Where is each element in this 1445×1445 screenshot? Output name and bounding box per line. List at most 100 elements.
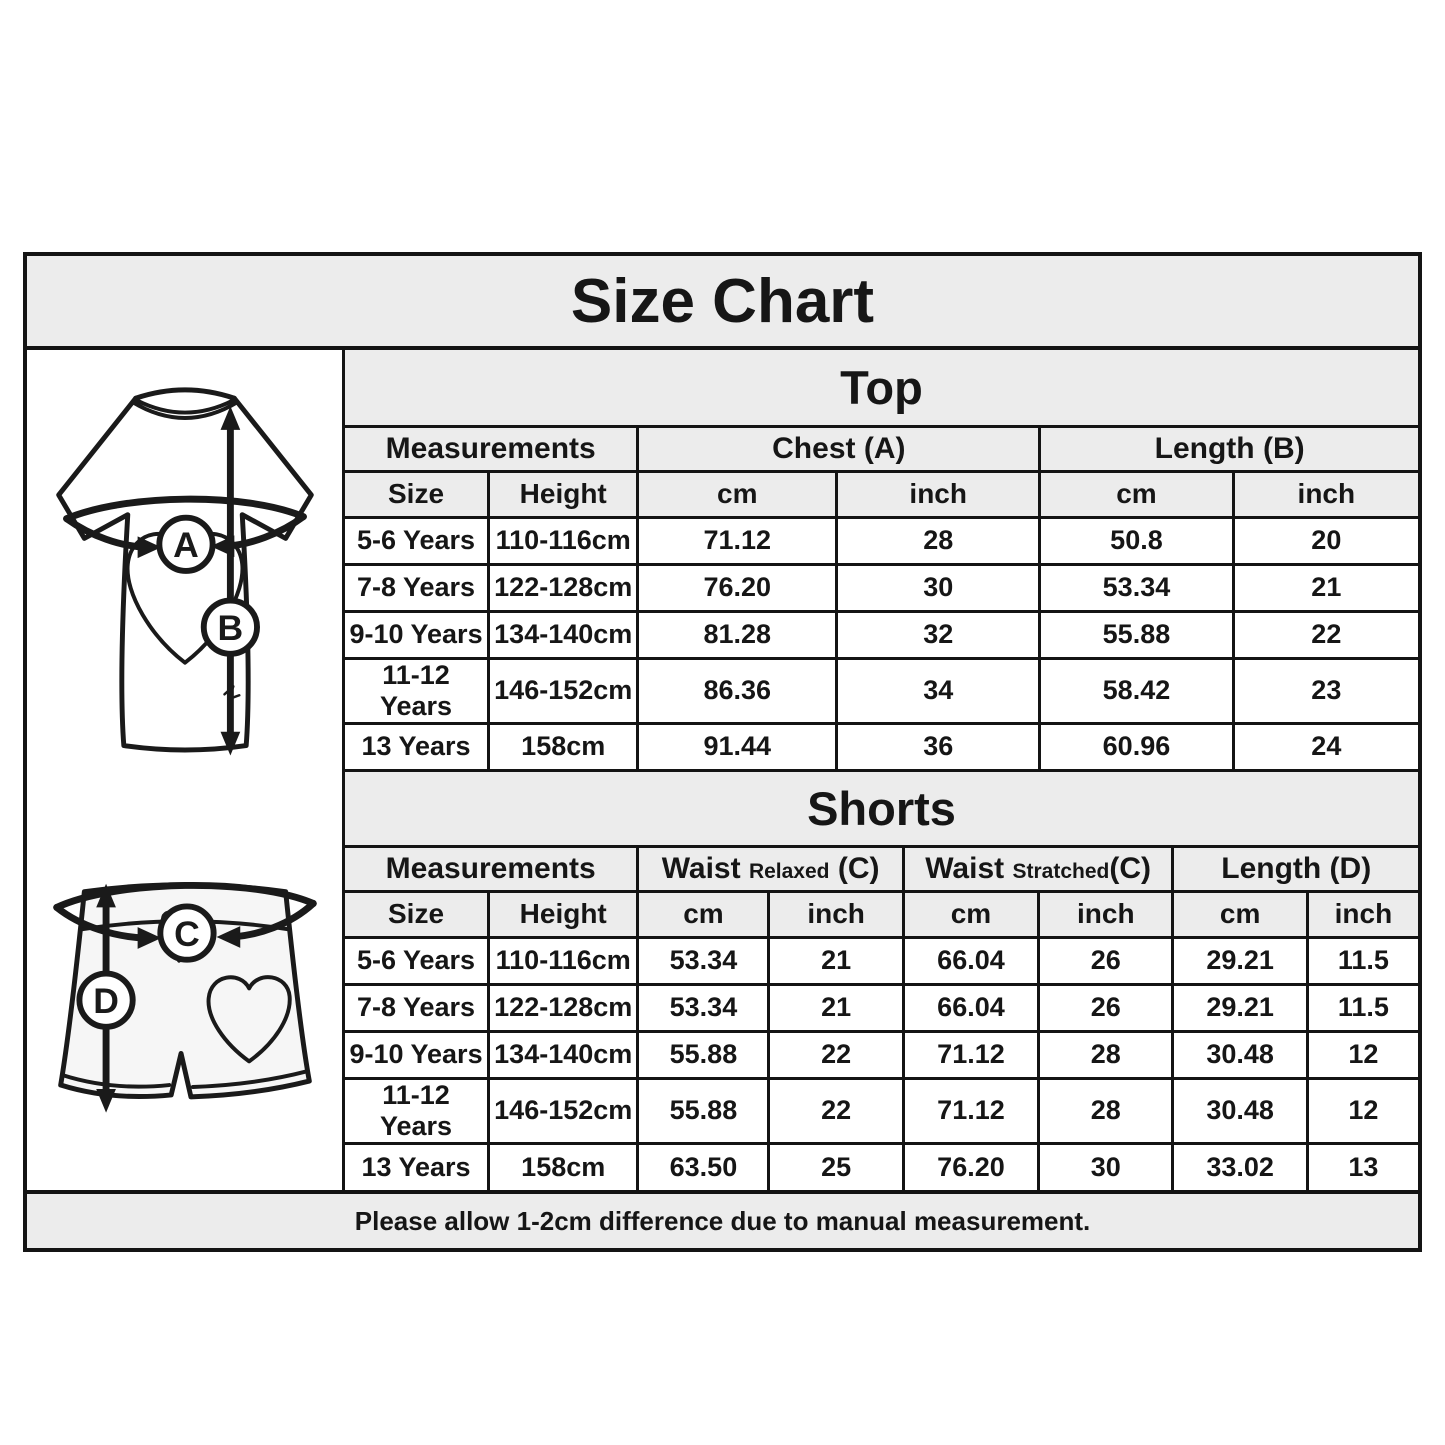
waist-arrow-left [52, 903, 149, 942]
shorts-hem-lines [60, 1069, 309, 1089]
cm-header: cm [1038, 469, 1235, 519]
length-header: Length (D) [1171, 844, 1418, 893]
waist-arrowhead-right [216, 926, 240, 948]
cm-header: cm [901, 889, 1041, 939]
top-size-table: Top Measurements Chest (A) Length (B) Si… [341, 350, 1418, 772]
size-chart-panel: Size Chart [23, 252, 1422, 1252]
length-inch-cell: 11.5 [1305, 982, 1418, 1033]
waist-relaxed-cm-cell: 53.34 [636, 982, 771, 1033]
height-cell: 146-152cm [487, 656, 640, 725]
top-length-label-circle [200, 597, 260, 657]
waist-stretched-header: Waist Stratched(C) [901, 844, 1175, 893]
height-cell: 110-116cm [487, 935, 640, 986]
measurements-header: Measurements [341, 844, 640, 893]
measurement-diagrams: A B [27, 350, 342, 1190]
height-cell: 110-116cm [487, 515, 640, 566]
length-cm-cell: 30.48 [1171, 1076, 1309, 1145]
cm-header: cm [636, 469, 839, 519]
table-row: 7-8 Years 122-128cm 76.20 30 53.34 21 [341, 562, 1418, 613]
inch-header: inch [1037, 889, 1175, 939]
waist-relaxed-cm-cell: 63.50 [636, 1141, 771, 1190]
waist-stretched-inch-cell: 26 [1037, 935, 1175, 986]
waist-relaxed-inch-cell: 22 [767, 1076, 905, 1145]
waist-relaxed-cm-cell: 55.88 [636, 1076, 771, 1145]
tables-column: Top Measurements Chest (A) Length (B) Si… [341, 350, 1418, 1190]
waist-stretched-cm-cell: 66.04 [901, 982, 1041, 1033]
waist-relaxed-main: Waist [661, 851, 741, 885]
size-cell: 13 Years [341, 721, 491, 772]
chest-label-circle [155, 514, 216, 574]
height-cell: 146-152cm [487, 1076, 640, 1145]
height-cell: 122-128cm [487, 982, 640, 1033]
chest-cm-cell: 91.44 [636, 721, 839, 772]
shorts-sub-header-row: Size Height cm inch cm inch cm inch [341, 889, 1418, 939]
cm-header: cm [636, 889, 771, 939]
shorts-size-table: Shorts Measurements Waist Relaxed (C) Wa… [341, 768, 1418, 1190]
height-header: Height [487, 469, 640, 519]
inch-header: inch [835, 469, 1042, 519]
waist-stretched-qualifier: Stratched [1012, 859, 1110, 883]
size-header: Size [341, 469, 491, 519]
chest-arrow-band [62, 495, 307, 523]
waist-label: C [174, 914, 200, 954]
inch-header: inch [767, 889, 905, 939]
length-inch-cell: 23 [1231, 656, 1418, 725]
size-cell: 11-12 Years [341, 656, 491, 725]
chest-inch-cell: 34 [835, 656, 1042, 725]
size-header: Size [341, 889, 491, 939]
waist-relaxed-qualifier: Relaxed [748, 859, 830, 883]
waist-relaxed-cm-cell: 55.88 [636, 1029, 771, 1080]
waist-arrow-band [52, 881, 317, 911]
length-inch-cell: 20 [1231, 515, 1418, 566]
table-row: 5-6 Years 110-116cm 53.34 21 66.04 26 29… [341, 935, 1418, 986]
tshirt-collar-inner [130, 398, 239, 420]
footer-note: Please allow 1-2cm difference due to man… [27, 1190, 1418, 1248]
top-section-heading: Top [342, 350, 1418, 428]
length-cm-cell: 55.88 [1038, 609, 1235, 660]
length-arrowhead-top [220, 406, 240, 430]
top-length-label: B [217, 608, 243, 648]
tshirt-collar-icon [132, 387, 237, 401]
height-cell: 158cm [487, 721, 640, 772]
height-cell: 134-140cm [487, 609, 640, 660]
size-cell: 5-6 Years [341, 935, 491, 986]
length-cm-cell: 58.42 [1038, 656, 1235, 725]
height-cell: 134-140cm [487, 1029, 640, 1080]
height-header: Height [487, 889, 640, 939]
size-cell: 9-10 Years [341, 1029, 491, 1080]
size-cell: 9-10 Years [341, 609, 491, 660]
chest-header: Chest (A) [636, 424, 1042, 473]
tshirt-outline [55, 395, 314, 753]
table-row: 9-10 Years 134-140cm 81.28 32 55.88 22 [341, 609, 1418, 660]
waist-label-circle [156, 903, 217, 963]
size-cell: 7-8 Years [341, 982, 491, 1033]
waist-relaxed-inch-cell: 25 [767, 1141, 905, 1190]
shorts-length-label: D [93, 981, 119, 1021]
size-cell: 13 Years [341, 1141, 491, 1190]
waist-relaxed-inch-cell: 21 [767, 935, 905, 986]
shorts-heart-pocket [206, 975, 292, 1064]
length-inch-cell: 13 [1305, 1141, 1418, 1190]
waist-stretched-inch-cell: 28 [1037, 1076, 1175, 1145]
waist-stretched-cm-cell: 71.12 [901, 1076, 1041, 1145]
chart-body: A B [27, 350, 1418, 1190]
length-inch-cell: 12 [1305, 1029, 1418, 1080]
waist-stretched-inch-cell: 26 [1037, 982, 1175, 1033]
length-inch-cell: 22 [1231, 609, 1418, 660]
height-cell: 158cm [487, 1141, 640, 1190]
chest-inch-cell: 36 [835, 721, 1042, 772]
shorts-group-header-row: Measurements Waist Relaxed (C) Waist Str… [341, 844, 1418, 893]
shorts-length-arrowhead-bottom [95, 1088, 116, 1113]
height-cell: 122-128cm [487, 562, 640, 613]
length-cm-cell: 33.02 [1171, 1141, 1309, 1190]
length-cm-cell: 60.96 [1038, 721, 1235, 772]
cm-header: cm [1171, 889, 1309, 939]
waist-arrowhead-left [137, 927, 161, 949]
waist-relaxed-header: Waist Relaxed (C) [636, 844, 905, 893]
inch-header: inch [1305, 889, 1418, 939]
waist-stretched-suffix: (C) [1109, 851, 1151, 885]
chest-inch-cell: 32 [835, 609, 1042, 660]
length-cm-cell: 30.48 [1171, 1029, 1309, 1080]
length-cm-cell: 50.8 [1038, 515, 1235, 566]
